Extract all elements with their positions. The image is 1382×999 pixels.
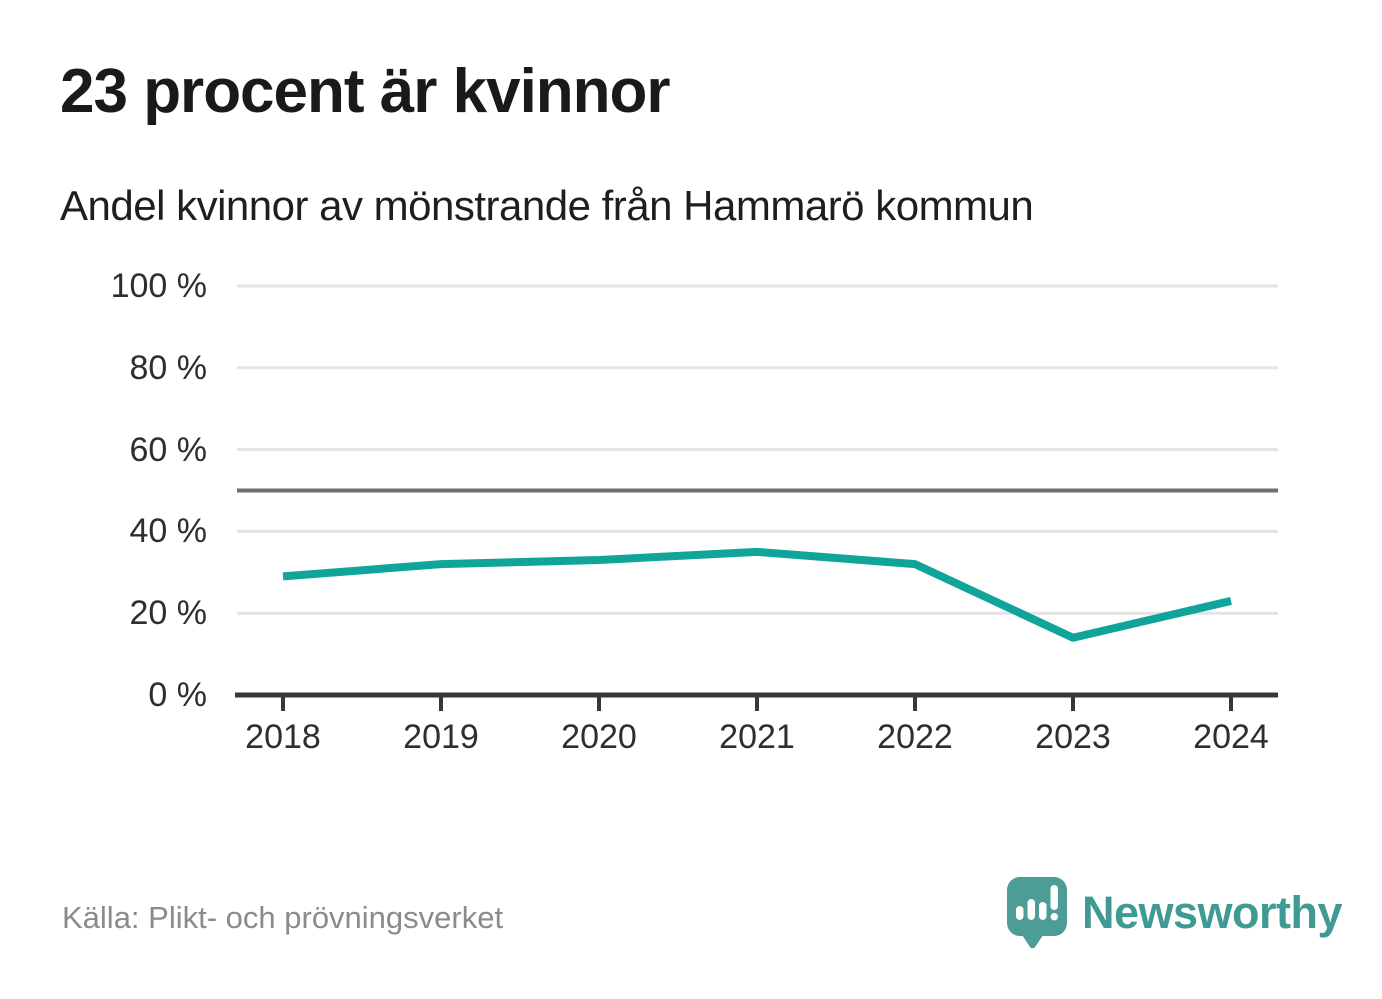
newsworthy-logo: Newsworthy [1006, 876, 1343, 950]
x-tick-label-2020: 2020 [561, 718, 637, 756]
x-tick-label-2021: 2021 [719, 718, 795, 756]
y-tick-label-100: 100 % [110, 267, 207, 305]
x-tick-label-2022: 2022 [877, 718, 953, 756]
source-note: Källa: Plikt- och prövningsverket [62, 900, 504, 935]
x-tick-label-2023: 2023 [1035, 718, 1111, 756]
x-tick-label-2019: 2019 [403, 718, 479, 756]
chart-subtitle: Andel kvinnor av mönstrande från Hammarö… [60, 182, 1034, 229]
x-tick-label-2024: 2024 [1193, 718, 1269, 756]
data-line-Andel kvinnor av mönstrande [282, 547, 1232, 642]
y-tick-label-20: 20 % [129, 594, 208, 633]
y-tick-label-0: 0 % [148, 676, 207, 714]
y-tick-label-40: 40 % [129, 512, 208, 551]
y-tick-label-80: 80 % [129, 348, 208, 387]
x-tick-label-2018: 2018 [245, 718, 321, 756]
newsworthy-wordmark: Newsworthy [1082, 887, 1343, 938]
page-title: 23 procent är kvinnor [60, 57, 671, 126]
newsworthy-logo-icon [1007, 877, 1067, 949]
y-tick-label-60: 60 % [129, 430, 208, 469]
